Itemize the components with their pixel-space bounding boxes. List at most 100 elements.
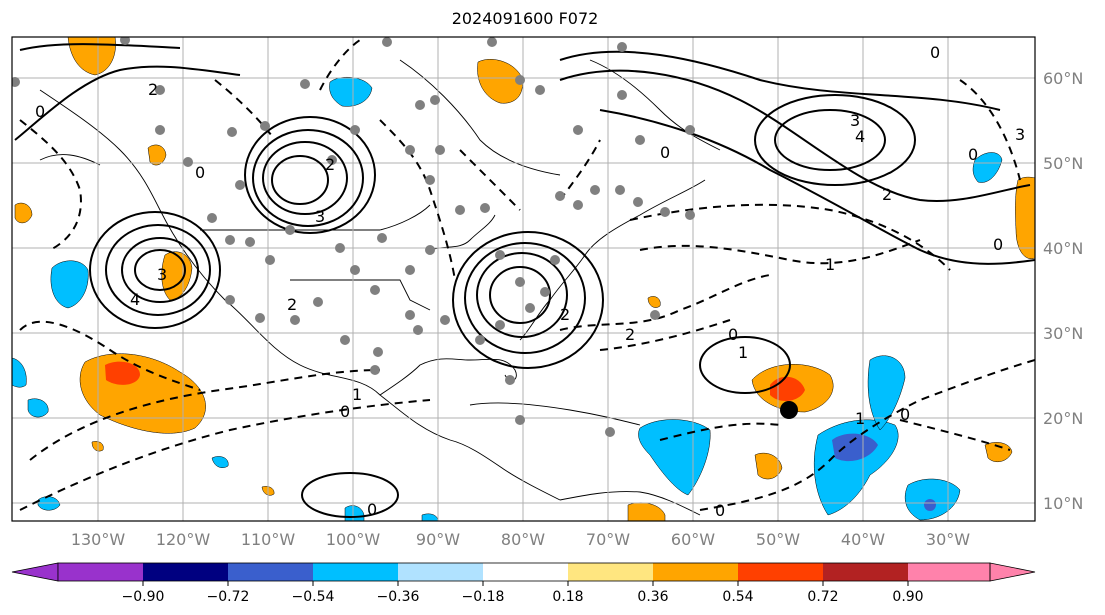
- lon-label: 70°W: [586, 530, 630, 549]
- colorbar-bin: [313, 563, 398, 581]
- contour-label: 4: [130, 290, 140, 309]
- colorbar-tick-label: −0.54: [292, 589, 335, 605]
- longitude-axis: 130°W 120°W 110°W 100°W 90°W 80°W 70°W 6…: [71, 530, 970, 549]
- shade-positive: [14, 202, 33, 224]
- contour-label: 0: [340, 402, 350, 421]
- contour-label: 3: [157, 265, 167, 284]
- shade-negative: [904, 478, 961, 521]
- lon-label: 130°W: [71, 530, 126, 549]
- colorbar-bin: [908, 563, 990, 581]
- contour-label: 0: [660, 143, 670, 162]
- contour-label: 3: [1015, 125, 1025, 144]
- contour-label: 0: [715, 501, 725, 520]
- lat-label: 30°N: [1043, 324, 1083, 343]
- contour-label: 1: [825, 255, 835, 274]
- map-frame: [11, 36, 1036, 522]
- map-title: 2024091600 F072: [451, 9, 599, 28]
- colorbar-tick-label: −0.90: [122, 589, 165, 605]
- colorbar-tick-label: 0.54: [722, 589, 753, 605]
- shade-positive: [754, 452, 783, 480]
- contour-label: 3: [315, 207, 325, 226]
- contour-label: 0: [968, 145, 978, 164]
- shade-negative: [211, 456, 229, 468]
- shade-positive: [647, 296, 661, 308]
- colorbar-bin: [568, 563, 653, 581]
- shade-positive: [984, 442, 1013, 463]
- contour-label: 2: [287, 295, 297, 314]
- station-dots: [12, 37, 695, 437]
- colorbar-bin: [228, 563, 313, 581]
- colorbar-tick-label: −0.18: [462, 589, 505, 605]
- colorbar-bin: [398, 563, 483, 581]
- lon-label: 100°W: [326, 530, 381, 549]
- contour-label: 1: [738, 343, 748, 362]
- contour-label: 1: [352, 385, 362, 404]
- lon-label: 80°W: [501, 530, 545, 549]
- shade-negative-core: [924, 499, 936, 511]
- contour-label: 0: [930, 43, 940, 62]
- colorbar-bin: [58, 563, 143, 581]
- shade-negative: [638, 419, 711, 496]
- contour-label: 0: [367, 500, 377, 519]
- shade-positive: [1015, 176, 1035, 260]
- lat-label: 50°N: [1043, 154, 1083, 173]
- lon-label: 50°W: [756, 530, 800, 549]
- shade-negative-core: [832, 433, 878, 462]
- shade-positive-core: [105, 361, 140, 385]
- contour-label: 0: [728, 325, 738, 344]
- shade-negative: [12, 357, 27, 388]
- shade-positive: [147, 144, 167, 166]
- colorbar-bin: [823, 563, 908, 581]
- contour-label: 0: [900, 405, 910, 424]
- shade-negative: [867, 355, 906, 431]
- lat-label: 10°N: [1043, 494, 1083, 513]
- contour-label: 3: [850, 111, 860, 130]
- contour-label: 1: [855, 409, 865, 428]
- colorbar-tick-label: 0.36: [637, 589, 668, 605]
- colorbar-extend-high: [989, 562, 1036, 582]
- shade-negative: [27, 398, 49, 418]
- lon-label: 30°W: [926, 530, 970, 549]
- negative-contours: [19, 39, 1035, 511]
- shade-negative: [50, 260, 89, 309]
- colorbar-bin: [143, 563, 228, 581]
- colorbar-tick-label: −0.36: [377, 589, 420, 605]
- lon-label: 90°W: [416, 530, 460, 549]
- map-panel: 3 4 0 3 2 2 2 3 4 2 0 0 0 1 0 1 0 0 0 1 …: [12, 37, 1035, 521]
- contour-label-group: 3 4 0 3 2 2 2 3 4 2 0 0 0 1 0 1 0 0 0 1 …: [35, 43, 1025, 520]
- colorbar-frame: [57, 562, 991, 582]
- colorbar-bin: [738, 563, 823, 581]
- colorbar-bin: [653, 563, 738, 581]
- colorbar-extend-low: [11, 562, 59, 582]
- latitude-axis: 60°N 50°N 40°N 30°N 20°N 10°N: [1043, 69, 1083, 513]
- storm-center-marker: [780, 401, 798, 419]
- contour-label: 2: [148, 80, 158, 99]
- contour-label: 0: [35, 102, 45, 121]
- contour-label: 2: [625, 325, 635, 344]
- contour-label: 0: [993, 235, 1003, 254]
- shade-negative: [421, 513, 439, 521]
- lon-label: 110°W: [241, 530, 296, 549]
- shade-negative: [972, 152, 1003, 183]
- lat-label: 20°N: [1043, 409, 1083, 428]
- colorbar-tick-label: −0.72: [207, 589, 250, 605]
- lon-label: 120°W: [156, 530, 211, 549]
- shade-positive: [67, 37, 116, 76]
- lat-label: 60°N: [1043, 69, 1083, 88]
- contour-label: 2: [560, 305, 570, 324]
- lon-label: 40°W: [841, 530, 885, 549]
- contour-label: 2: [882, 185, 892, 204]
- shade-positive: [477, 59, 523, 104]
- colorbar-tick-label: 0.72: [807, 589, 838, 605]
- lat-label: 40°N: [1043, 239, 1083, 258]
- colorbar-tick-label: 0.18: [552, 589, 583, 605]
- contour-label: 0: [195, 163, 205, 182]
- shading-layer: [12, 37, 1035, 521]
- lon-label: 60°W: [671, 530, 715, 549]
- colorbar: −0.90 −0.72 −0.54 −0.36 −0.18 0.18 0.36 …: [11, 562, 1036, 605]
- colorbar-bin: [483, 563, 568, 581]
- colorbar-ticks: [142, 581, 909, 586]
- contour-label: 4: [855, 127, 865, 146]
- colorbar-tick-label: 0.90: [892, 589, 923, 605]
